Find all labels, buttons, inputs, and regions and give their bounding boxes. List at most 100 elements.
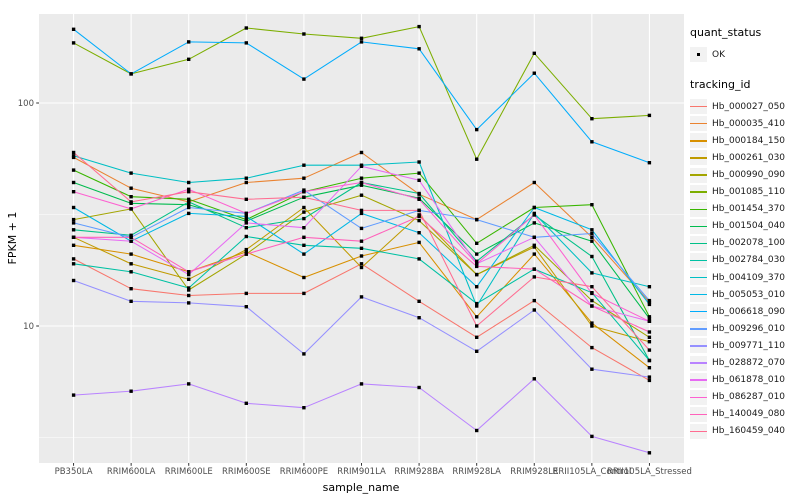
data-point xyxy=(590,239,594,243)
data-point xyxy=(359,239,364,243)
data-point xyxy=(187,270,191,274)
data-point xyxy=(359,36,364,40)
data-point xyxy=(532,243,536,247)
line-swatch-icon xyxy=(690,242,707,245)
legend-label: Hb_009771_110 xyxy=(712,340,786,351)
legend-label: Hb_000027_050 xyxy=(712,101,786,112)
legend-item-Hb_001504_040: Hb_001504_040 xyxy=(690,218,800,235)
data-point xyxy=(475,127,479,132)
data-point xyxy=(647,348,652,352)
data-point xyxy=(129,235,133,239)
data-point xyxy=(417,171,421,175)
legend-title-quant-status: quant_status xyxy=(690,26,762,39)
data-point xyxy=(302,252,306,256)
legend-key xyxy=(690,406,707,422)
data-point xyxy=(129,233,133,237)
data-point xyxy=(71,393,76,397)
data-point xyxy=(417,197,421,201)
data-point xyxy=(417,385,421,390)
data-point xyxy=(302,216,306,221)
legend-key xyxy=(690,99,707,115)
data-point xyxy=(129,200,133,204)
data-point xyxy=(647,285,652,289)
point-marker-icon xyxy=(696,52,701,57)
data-point xyxy=(359,40,364,44)
legend-key xyxy=(690,201,707,217)
line-swatch-icon xyxy=(690,430,707,433)
legend-key xyxy=(690,133,707,149)
legend-item-Hb_006618_090: Hb_006618_090 xyxy=(690,303,800,320)
legend-label: Hb_001454_370 xyxy=(712,204,786,215)
line-swatch-icon xyxy=(690,328,707,330)
legend-item-ok: OK xyxy=(690,46,800,63)
data-point xyxy=(590,291,594,296)
data-point xyxy=(187,277,191,281)
data-point xyxy=(244,176,248,180)
data-point xyxy=(71,262,76,266)
line-swatch-icon xyxy=(690,123,707,125)
data-point xyxy=(647,302,652,307)
data-point xyxy=(187,293,191,298)
data-point xyxy=(417,214,421,219)
legend-item-Hb_002784_030: Hb_002784_030 xyxy=(690,252,800,269)
data-point xyxy=(71,243,76,247)
legend-label: Hb_004109_370 xyxy=(712,272,786,283)
data-point xyxy=(417,160,421,164)
data-point xyxy=(244,26,248,30)
data-point xyxy=(417,191,421,196)
x-tick-label: RRII105LA_Stressed xyxy=(607,467,692,477)
data-point xyxy=(187,205,191,210)
data-point xyxy=(71,205,76,210)
data-point xyxy=(244,214,248,219)
data-point xyxy=(647,335,652,339)
data-point xyxy=(187,203,191,207)
data-point xyxy=(302,406,306,410)
data-point xyxy=(244,221,248,225)
data-point xyxy=(187,200,191,204)
legend-key xyxy=(690,389,707,405)
data-point xyxy=(647,319,652,323)
x-tick-label: PB350LA xyxy=(55,467,93,477)
data-point xyxy=(129,239,133,243)
data-point xyxy=(475,324,479,328)
data-point xyxy=(244,234,248,239)
line-swatch-icon xyxy=(690,362,707,364)
legend-label: Hb_140049_080 xyxy=(712,409,786,420)
legend-key xyxy=(690,423,707,439)
data-point xyxy=(532,267,536,271)
data-point xyxy=(244,291,248,296)
data-point xyxy=(244,41,248,45)
legend-item-Hb_000990_090: Hb_000990_090 xyxy=(690,166,800,183)
legend-key xyxy=(690,150,707,166)
data-point xyxy=(244,226,248,230)
data-point xyxy=(244,197,248,201)
data-point xyxy=(187,180,191,185)
data-point xyxy=(244,180,248,185)
data-point xyxy=(417,218,421,223)
data-point xyxy=(475,349,479,353)
legend-item-Hb_009771_110: Hb_009771_110 xyxy=(690,337,800,354)
data-point xyxy=(187,197,191,201)
data-point xyxy=(532,71,536,75)
data-point xyxy=(417,178,421,182)
legend-label: Hb_002078_100 xyxy=(712,238,786,249)
legend-title-tracking-id: tracking_id xyxy=(690,78,751,92)
legend-item-Hb_086287_010: Hb_086287_010 xyxy=(690,389,800,406)
line-swatch-icon xyxy=(690,225,707,227)
legend-item-Hb_000261_030: Hb_000261_030 xyxy=(690,149,800,166)
legend-key xyxy=(690,372,707,388)
data-point xyxy=(129,207,133,211)
legend-key xyxy=(690,184,707,200)
data-point xyxy=(302,195,306,199)
data-point xyxy=(187,272,191,277)
data-point xyxy=(302,210,306,214)
data-point xyxy=(590,324,594,328)
data-point xyxy=(359,176,364,180)
legend-label: Hb_001504_040 xyxy=(712,221,786,232)
legend-label: Hb_061878_010 xyxy=(712,375,786,386)
x-tick-label: RRIM928LE xyxy=(510,467,558,477)
data-point xyxy=(359,208,364,213)
data-point xyxy=(359,211,364,216)
